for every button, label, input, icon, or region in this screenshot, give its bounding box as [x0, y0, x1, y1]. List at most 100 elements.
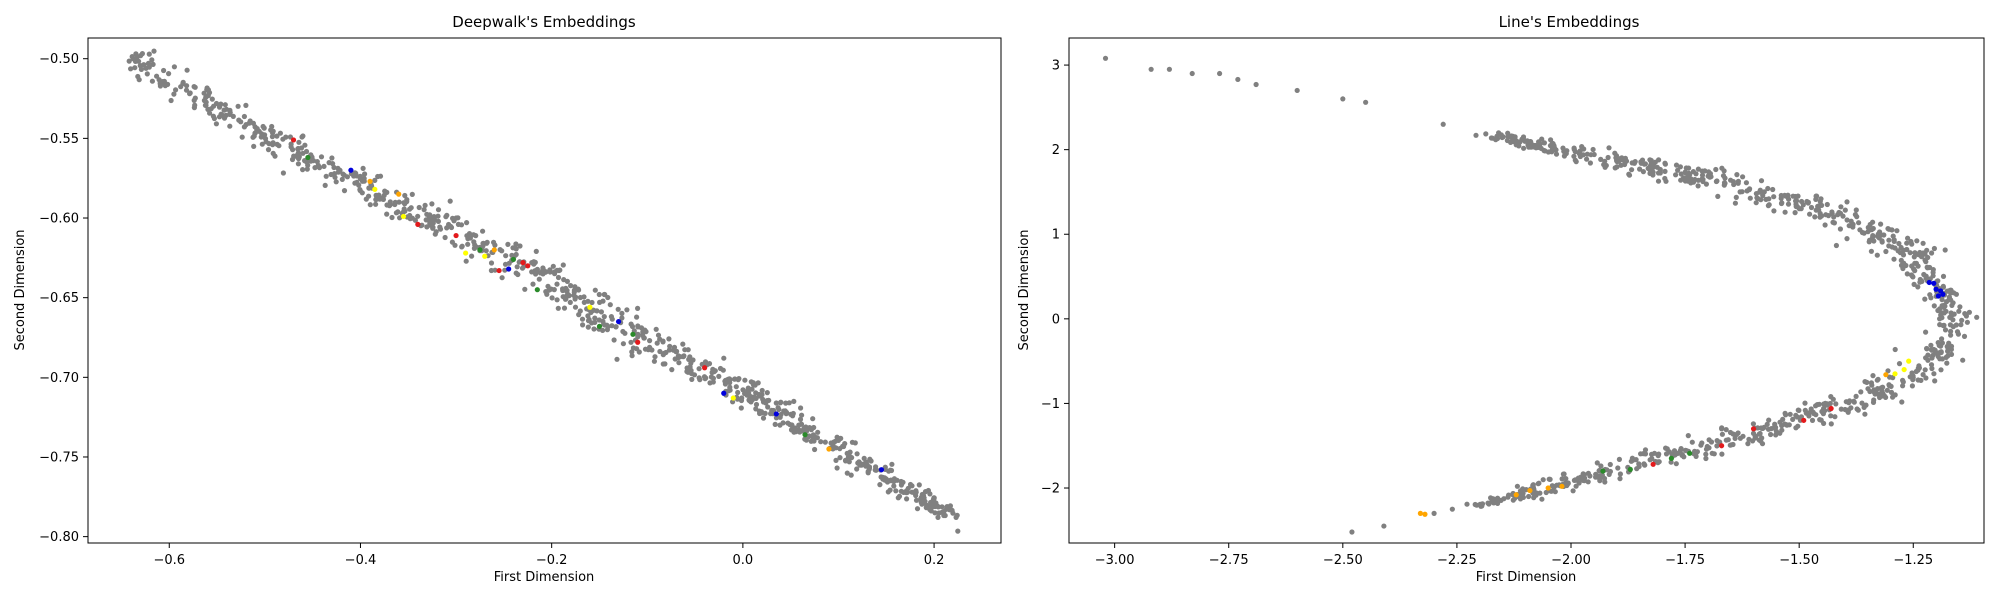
gray-point [1928, 342, 1934, 348]
orange-point [1527, 487, 1533, 494]
gray-point [323, 173, 329, 179]
gray-point [1904, 246, 1910, 253]
gray-point [628, 339, 634, 345]
gray-point [435, 218, 441, 224]
gray-point [577, 308, 583, 314]
gray-point [1894, 228, 1900, 234]
gray-point [280, 170, 286, 176]
gray-point [329, 155, 335, 161]
gray-point [907, 481, 914, 488]
gray-point [1939, 303, 1945, 309]
gray-point [1912, 260, 1918, 266]
gray-point [935, 514, 941, 521]
gray-point [213, 121, 219, 127]
gray-point [1549, 148, 1555, 154]
gray-point [1809, 417, 1816, 423]
gray-point [473, 244, 479, 250]
gray-point [634, 346, 640, 352]
gray-point [904, 496, 910, 502]
gray-point [1813, 412, 1819, 418]
gray-point [514, 264, 520, 270]
gray-point [241, 113, 247, 120]
gray-point [1647, 157, 1653, 163]
gray-point [581, 294, 587, 300]
gray-point [1641, 161, 1647, 167]
gray-point [211, 115, 217, 122]
gray-point [1771, 208, 1777, 214]
gray-point [652, 354, 658, 360]
gray-point [660, 361, 666, 367]
gray-point [765, 404, 771, 410]
gray-point [620, 341, 627, 347]
gray-point [1526, 493, 1532, 500]
gray-point [575, 286, 581, 292]
gray-point [1847, 398, 1853, 404]
gray-point [1833, 401, 1839, 407]
gray-point [1953, 322, 1959, 328]
gray-point [1102, 55, 1109, 61]
gray-point [697, 377, 703, 383]
gray-point [305, 162, 311, 168]
gray-point [1823, 402, 1829, 408]
gray-point [415, 213, 421, 219]
gray-point [443, 214, 449, 220]
gray-point [1817, 417, 1823, 423]
gray-point [1929, 250, 1935, 256]
gray-point [672, 356, 678, 362]
x-tick-label: −2.50 [1323, 553, 1363, 568]
gray-point [509, 252, 515, 258]
yellow-point [1901, 366, 1907, 373]
gray-point [1578, 474, 1584, 480]
gray-point [183, 87, 190, 93]
gray-point [1597, 478, 1603, 484]
gray-point [1948, 332, 1954, 338]
gray-point [1615, 465, 1621, 471]
gray-point [777, 422, 783, 428]
gray-point [1856, 220, 1862, 226]
gray-point [1947, 287, 1953, 293]
gray-point [247, 118, 253, 124]
gray-point [1844, 217, 1850, 223]
green-point [1600, 468, 1606, 474]
gray-point [446, 221, 452, 228]
y-tick-label: −0.55 [39, 132, 79, 147]
gray-point [384, 202, 390, 208]
gray-point [389, 214, 395, 221]
gray-point [1806, 410, 1812, 416]
gray-point [615, 306, 621, 312]
gray-point [1381, 523, 1387, 529]
gray-point [1915, 284, 1921, 290]
gray-point [1916, 363, 1922, 369]
gray-point [318, 154, 325, 160]
gray-point [1531, 495, 1537, 501]
gray-point [1802, 400, 1808, 406]
gray-point [1581, 478, 1587, 484]
gray-point [416, 204, 422, 211]
gray-point [373, 192, 379, 198]
gray-point [136, 58, 142, 64]
gray-point [1939, 340, 1945, 346]
gray-point [810, 416, 816, 422]
gray-point [1719, 426, 1725, 432]
gray-point [1816, 401, 1822, 407]
gray-point [1928, 347, 1935, 353]
gray-point [1622, 161, 1628, 168]
gray-point [1735, 430, 1741, 436]
gray-point [1800, 202, 1806, 208]
x-tick-label: −1.25 [1893, 553, 1933, 568]
gray-point [1732, 435, 1738, 441]
gray-point [1812, 214, 1818, 220]
gray-point [596, 317, 602, 323]
gray-point [1573, 159, 1579, 165]
gray-point [459, 244, 465, 250]
gray-point [429, 201, 435, 207]
gray-point [207, 110, 213, 116]
gray-point [1940, 284, 1946, 290]
gray-point [734, 396, 741, 402]
gray-point [1783, 412, 1789, 418]
gray-point [882, 464, 888, 470]
gray-point [914, 506, 921, 512]
gray-point [1837, 226, 1843, 232]
gray-point [773, 400, 779, 406]
gray-point [1879, 239, 1885, 245]
